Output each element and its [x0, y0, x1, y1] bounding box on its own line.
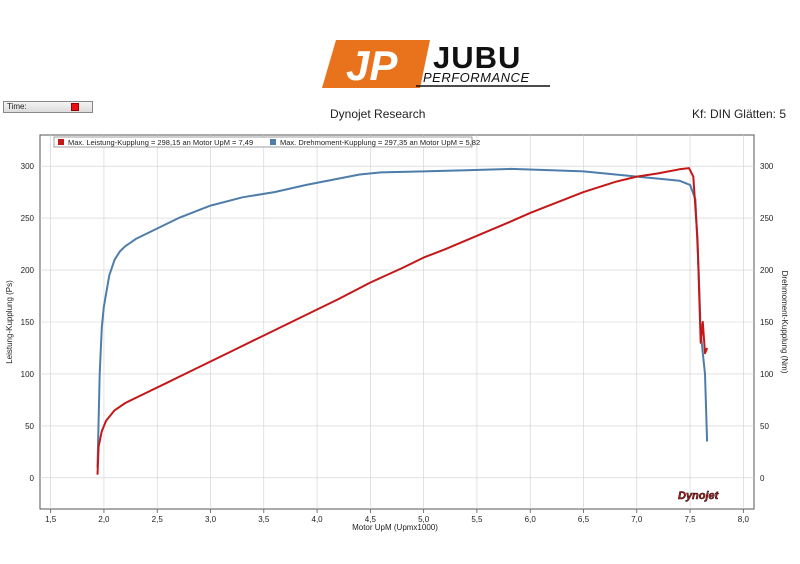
- y-tick-label-right: 200: [760, 266, 774, 275]
- series-line-power: [96, 167, 709, 475]
- y-tick-label-left: 0: [30, 474, 35, 483]
- y-tick-label-left: 50: [25, 422, 34, 431]
- y-tick-label-left: 300: [21, 162, 35, 171]
- y-tick-label-left: 150: [21, 318, 35, 327]
- y-tick-label-left: 250: [21, 214, 35, 223]
- time-slider-handle[interactable]: [71, 103, 79, 111]
- chart-info: Kf: DIN Glätten: 5: [691, 107, 786, 121]
- x-tick-label: 2,5: [152, 515, 164, 524]
- legend-swatch-power: [58, 139, 64, 145]
- y-ticks-right: 0 50 100 150 200 250 300: [760, 162, 774, 483]
- x-tick-label: 2,0: [98, 515, 110, 524]
- y-tick-label-right: 250: [760, 214, 774, 223]
- legend-entry-power: Max. Leistung-Kupplung = 298,15 an Motor…: [68, 138, 253, 147]
- x-tick-label: 6,0: [525, 515, 537, 524]
- y-tick-label-right: 100: [760, 370, 774, 379]
- y-tick-label-right: 50: [760, 422, 769, 431]
- legend-box: [53, 136, 473, 148]
- series-line-torque: [96, 167, 709, 468]
- legend: Max. Leistung-Kupplung = 298,15 an Motor…: [53, 136, 480, 148]
- logo-sub: PERFORMANCE: [423, 70, 530, 85]
- x-tick-label: 7,0: [631, 515, 643, 524]
- logo-orange-block: [322, 40, 430, 88]
- x-tick-label: 1,5: [45, 515, 57, 524]
- x-ticks: 1,5 2,0 2,5 3,0 3,5 4,0 4,5 5,0 5,5 6,0 6,5 7,0 7,5 8…: [45, 509, 749, 524]
- y-tick-label-left: 100: [21, 370, 35, 379]
- legend-entry-torque: Max. Drehmoment-Kupplung = 297,35 an Mot…: [280, 138, 480, 147]
- x-tick-label: 3,0: [205, 515, 217, 524]
- grid: [40, 135, 754, 509]
- logo-brand: JUBU: [433, 40, 521, 75]
- y-tick-label-left: 200: [21, 266, 35, 275]
- x-tick-label: 5,5: [471, 515, 483, 524]
- y-ticks-left: 0 50 100 150 200 250 300: [21, 162, 35, 483]
- time-slider[interactable]: Time:: [3, 101, 93, 113]
- y-axis-label-left: Leistung-Kupplung (Ps): [5, 280, 14, 364]
- y-tick-label-right: 0: [760, 474, 765, 483]
- x-tick-label: 5,0: [418, 515, 430, 524]
- y-axis-label-right: Drehmoment-Kupplung (Nm): [780, 271, 789, 374]
- x-tick-label: 4,5: [365, 515, 377, 524]
- x-tick-label: 4,0: [312, 515, 324, 524]
- legend-swatch-torque: [270, 139, 276, 145]
- time-label: Time:: [7, 102, 27, 111]
- chart-title: Dynojet Research: [330, 107, 426, 121]
- y-tick-label-right: 150: [760, 318, 774, 327]
- x-tick-label: 6,5: [578, 515, 590, 524]
- y-tick-label-right: 300: [760, 162, 774, 171]
- series-layer: [96, 167, 709, 475]
- x-axis-label: Motor UpM (Upmx1000): [352, 523, 438, 532]
- x-tick-label: 7,5: [684, 515, 696, 524]
- logo-mark: JP: [346, 42, 398, 89]
- dynojet-watermark: Dynojet: [678, 490, 720, 502]
- x-tick-label: 8,0: [738, 515, 750, 524]
- jubu-performance-logo: JP JUBU PERFORMANCE: [322, 40, 550, 89]
- x-tick-label: 3,5: [258, 515, 270, 524]
